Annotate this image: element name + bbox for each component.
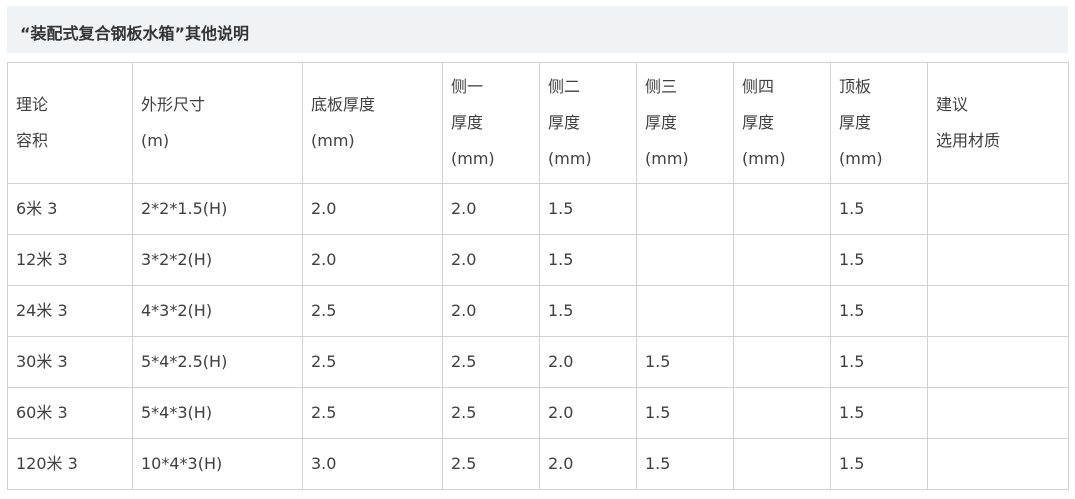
header-line: 底板厚度 [311,95,376,114]
header-line: (mm) [548,149,592,168]
cell-capacity: 6米 3 [7,183,133,235]
table-row: 6米 3 2*2*1.5(H) 2.0 2.0 1.5 1.5 [7,183,1069,235]
cell-side2-thickness: 2.0 [539,387,637,439]
cell-side3-thickness: 1.5 [636,387,734,439]
cell-side2-thickness: 2.0 [539,336,637,388]
header-side2-thickness: 侧二厚度 (mm) [539,62,637,184]
section-title-bar: “装配式复合钢板水箱”其他说明 [7,6,1068,53]
header-side1-thickness: 侧一厚度 (mm) [442,62,540,184]
cell-capacity: 60米 3 [7,387,133,439]
cell-material [927,387,1069,439]
header-side4-thickness: 侧四厚度 (mm) [733,62,831,184]
cell-dimensions: 4*3*2(H) [132,285,303,337]
cell-capacity: 120米 3 [7,438,133,490]
cell-material [927,285,1069,337]
cell-material [927,336,1069,388]
cell-top-thickness: 1.5 [830,387,928,439]
cell-top-thickness: 1.5 [830,336,928,388]
header-line: 顶板 [839,77,872,96]
cell-dimensions: 5*4*3(H) [132,387,303,439]
cell-side1-thickness: 2.0 [442,183,540,235]
header-line: 侧二 [548,77,581,96]
cell-side2-thickness: 1.5 [539,234,637,286]
header-line: 理论 [16,95,49,114]
cell-material [927,183,1069,235]
cell-side1-thickness: 2.5 [442,438,540,490]
cell-capacity: 24米 3 [7,285,133,337]
header-line: 侧四 [742,77,775,96]
header-line: (m) [141,131,170,150]
cell-side4-thickness [733,438,831,490]
header-line: 侧三 [645,77,678,96]
cell-side2-thickness: 1.5 [539,285,637,337]
header-capacity: 理论 容积 [7,62,133,184]
header-line: 厚度 [839,113,872,132]
header-line: (mm) [451,149,495,168]
cell-dimensions: 2*2*1.5(H) [132,183,303,235]
header-line: 厚度 [451,113,484,132]
cell-top-thickness: 1.5 [830,234,928,286]
header-line: 选用材质 [936,131,1001,150]
section-title: “装配式复合钢板水箱”其他说明 [20,24,250,43]
cell-dimensions: 5*4*2.5(H) [132,336,303,388]
cell-bottom-thickness: 2.5 [302,285,443,337]
cell-bottom-thickness: 3.0 [302,438,443,490]
cell-bottom-thickness: 2.5 [302,387,443,439]
cell-bottom-thickness: 2.0 [302,183,443,235]
header-bottom-thickness: 底板厚度 (mm) [302,62,443,184]
cell-bottom-thickness: 2.5 [302,336,443,388]
table-row: 120米 3 10*4*3(H) 3.0 2.5 2.0 1.5 1.5 [7,438,1069,490]
cell-top-thickness: 1.5 [830,438,928,490]
header-line: 厚度 [548,113,581,132]
header-line: (mm) [311,131,355,150]
cell-side4-thickness [733,387,831,439]
header-material: 建议 选用材质 [927,62,1069,184]
cell-material [927,438,1069,490]
table-row: 60米 3 5*4*3(H) 2.5 2.5 2.0 1.5 1.5 [7,387,1069,439]
header-side3-thickness: 侧三厚度 (mm) [636,62,734,184]
cell-side2-thickness: 1.5 [539,183,637,235]
table-row: 24米 3 4*3*2(H) 2.5 2.0 1.5 1.5 [7,285,1069,337]
cell-side1-thickness: 2.5 [442,387,540,439]
cell-side3-thickness [636,234,734,286]
header-row: 理论 容积 外形尺寸 (m) 底板厚度 (mm) 侧一 厚度 (mm) 侧二 厚度 (mm) 侧三 厚度(… [7,62,1069,184]
cell-top-thickness: 1.5 [830,183,928,235]
header-line: (mm) [839,149,883,168]
cell-side1-thickness: 2.0 [442,285,540,337]
cell-capacity: 30米 3 [7,336,133,388]
cell-side3-thickness [636,183,734,235]
cell-side4-thickness [733,183,831,235]
table-row: 12米 3 3*2*2(H) 2.0 2.0 1.5 1.5 [7,234,1069,286]
header-line: 外形尺寸 [141,95,206,114]
cell-capacity: 12米 3 [7,234,133,286]
header-line: (mm) [742,149,786,168]
header-line: 容积 [16,131,49,150]
cell-side3-thickness: 1.5 [636,336,734,388]
table-row: 30米 3 5*4*2.5(H) 2.5 2.5 2.0 1.5 1.5 [7,336,1069,388]
spec-table: 理论 容积 外形尺寸 (m) 底板厚度 (mm) 侧一 厚度 (mm) 侧二 厚度 (mm) 侧三 厚度(… [7,62,1069,490]
header-dimensions: 外形尺寸 (m) [132,62,303,184]
cell-side2-thickness: 2.0 [539,438,637,490]
cell-side4-thickness [733,336,831,388]
cell-bottom-thickness: 2.0 [302,234,443,286]
header-line: 厚度 [645,113,678,132]
cell-side3-thickness [636,285,734,337]
cell-dimensions: 3*2*2(H) [132,234,303,286]
cell-dimensions: 10*4*3(H) [132,438,303,490]
cell-side1-thickness: 2.0 [442,234,540,286]
cell-side4-thickness [733,234,831,286]
cell-material [927,234,1069,286]
header-line: 厚度 [742,113,775,132]
cell-top-thickness: 1.5 [830,285,928,337]
header-top-thickness: 顶板厚度 (mm) [830,62,928,184]
header-line: (mm) [645,149,689,168]
cell-side1-thickness: 2.5 [442,336,540,388]
header-line: 建议 [936,95,969,114]
cell-side3-thickness: 1.5 [636,438,734,490]
cell-side4-thickness [733,285,831,337]
header-line: 侧一 [451,77,484,96]
